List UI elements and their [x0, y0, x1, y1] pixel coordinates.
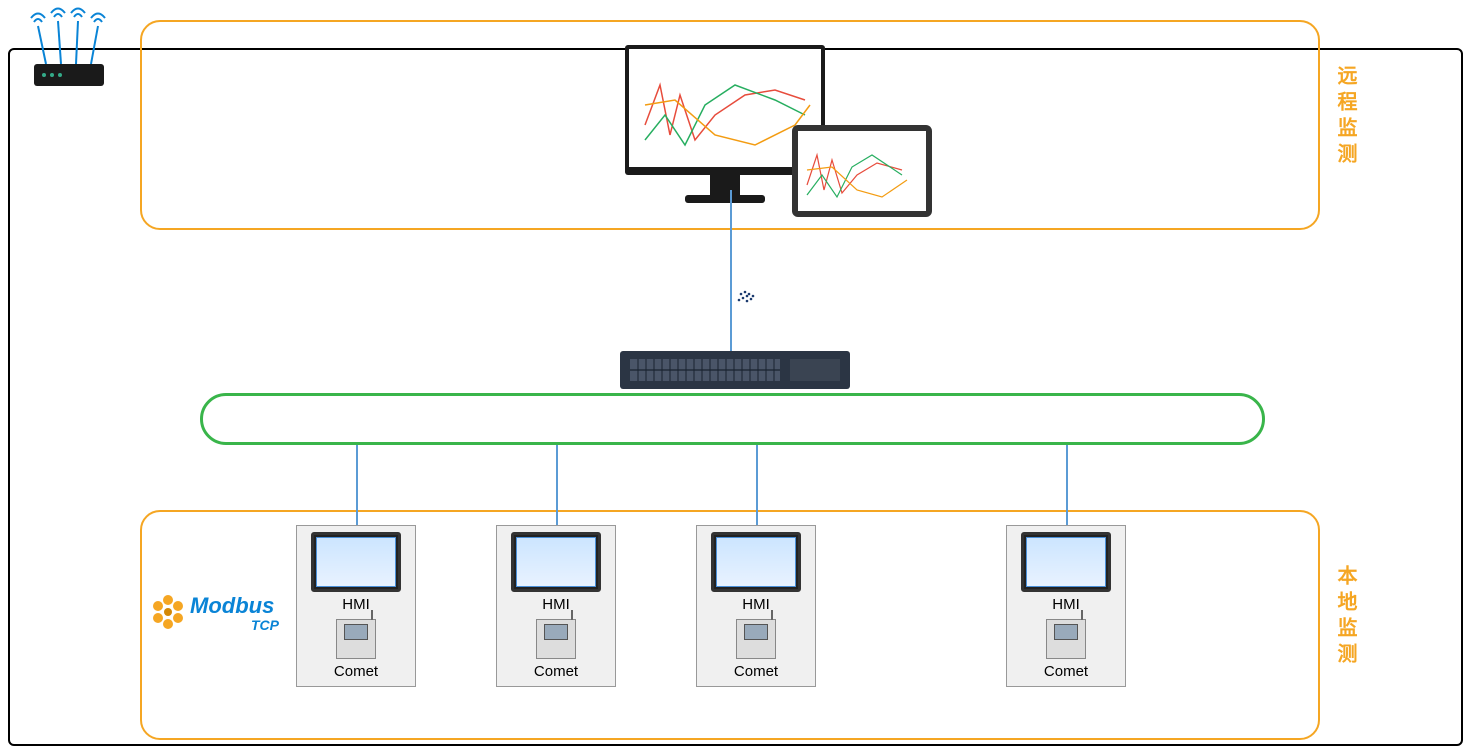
hmi-device-icon [1021, 532, 1111, 592]
network-bus [200, 393, 1265, 445]
hmi-label: HMI [1011, 596, 1121, 613]
wireless-dots-icon [736, 288, 758, 309]
comet-label: Comet [501, 663, 611, 680]
hmi-label: HMI [501, 596, 611, 613]
drop-line-2 [556, 445, 558, 525]
comet-label: Comet [1011, 663, 1121, 680]
comet-label: Comet [701, 663, 811, 680]
hmi-label: HMI [301, 596, 411, 613]
modbus-logo: Modbus TCP [148, 585, 298, 645]
station-3: HMI Comet [696, 525, 816, 687]
drop-line-4 [1066, 445, 1068, 525]
hmi-label: HMI [701, 596, 811, 613]
comet-device-icon [536, 619, 576, 659]
station-2: HMI Comet [496, 525, 616, 687]
line-monitor-switch [730, 190, 732, 351]
comet-device-icon [336, 619, 376, 659]
drop-line-1 [356, 445, 358, 525]
modbus-text: Modbus [190, 593, 274, 618]
switch-icon [620, 351, 850, 398]
modbus-tcp-text: TCP [251, 617, 280, 633]
hmi-device-icon [711, 532, 801, 592]
comet-label: Comet [301, 663, 411, 680]
comet-device-icon [1046, 619, 1086, 659]
station-4: HMI Comet [1006, 525, 1126, 687]
hmi-device-icon [511, 532, 601, 592]
drop-line-3 [756, 445, 758, 525]
router-icon [28, 6, 118, 101]
station-1: HMI Comet [296, 525, 416, 687]
tablet-icon [792, 125, 937, 225]
remote-zone-label: 远程监测 [1331, 65, 1360, 169]
hmi-device-icon [311, 532, 401, 592]
local-zone-label: 本地监测 [1331, 565, 1360, 669]
comet-device-icon [736, 619, 776, 659]
